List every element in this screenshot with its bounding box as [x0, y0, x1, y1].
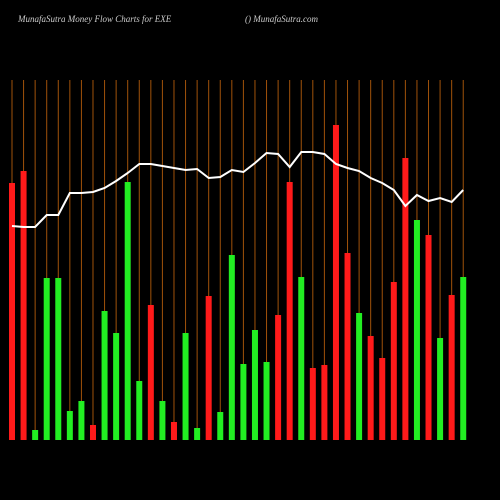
bar: [170, 422, 177, 440]
bar: [298, 277, 305, 440]
bar: [437, 338, 444, 440]
bar: [367, 336, 374, 440]
bar: [159, 401, 166, 440]
bar: [228, 255, 235, 440]
bar: [194, 428, 201, 440]
bar: [136, 381, 143, 440]
bar: [55, 278, 62, 440]
bar: [124, 182, 131, 440]
bar: [66, 411, 73, 440]
bar: [101, 311, 108, 440]
bar: [32, 430, 39, 440]
money-flow-line: [11, 151, 464, 228]
bar: [448, 295, 455, 440]
bar: [43, 278, 50, 440]
bar: [147, 305, 154, 440]
bar: [275, 315, 282, 440]
bar: [286, 182, 293, 440]
chart-subtitle: () MunafaSutra.com: [245, 14, 318, 24]
bar: [309, 368, 316, 440]
bar: [263, 362, 270, 440]
bar: [205, 296, 212, 440]
bar: [332, 125, 339, 440]
bar: [89, 425, 96, 440]
bar: [460, 277, 467, 440]
bar: [390, 282, 397, 440]
bar: [402, 158, 409, 440]
bar: [251, 330, 258, 440]
bar: [217, 412, 224, 440]
bar: [321, 365, 328, 440]
bar: [425, 235, 432, 440]
bar: [413, 220, 420, 440]
bar: [344, 253, 351, 440]
bar: [113, 333, 120, 440]
bar: [356, 313, 363, 440]
bar: [240, 364, 247, 440]
chart-title: MunafaSutra Money Flow Charts for EXE: [17, 14, 172, 24]
bar: [9, 183, 15, 440]
bar: [20, 171, 27, 440]
bar: [379, 358, 386, 440]
bar: [78, 401, 85, 440]
bar: [182, 333, 189, 440]
